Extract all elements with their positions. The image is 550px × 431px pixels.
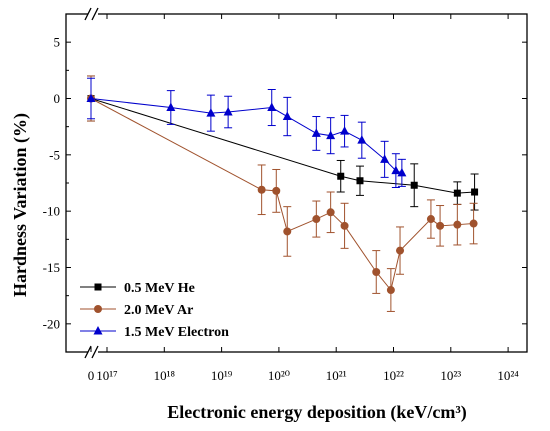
data-point — [282, 111, 292, 121]
data-point — [272, 186, 281, 195]
axis-break-mark — [91, 7, 99, 21]
data-point — [340, 221, 349, 230]
data-point — [312, 215, 321, 224]
axes: 50-5-10-15-200 10¹⁷ 10¹⁸ 10¹⁹ 10²⁰ 10²¹ 10²² 10… — [43, 7, 527, 383]
series-0 — [87, 75, 479, 211]
series-1 — [87, 75, 478, 312]
data-point — [357, 135, 367, 144]
legend-marker — [94, 283, 102, 291]
data-point — [340, 126, 350, 135]
series-2 — [86, 77, 407, 189]
axis-break-gap — [88, 346, 98, 358]
data-point — [337, 172, 345, 180]
plot-area — [65, 13, 528, 353]
data-point — [311, 128, 321, 137]
data-point — [372, 268, 381, 277]
x-tick-label: 10²² — [383, 368, 404, 383]
data-point — [396, 246, 405, 255]
series-layer — [86, 75, 479, 312]
x-tick-label: 10²³ — [440, 368, 461, 383]
data-point — [469, 219, 478, 228]
data-point — [426, 215, 435, 224]
legend-label: 1.5 MeV Electron — [124, 325, 229, 340]
axis-break-gap — [88, 8, 98, 20]
data-point — [453, 220, 462, 229]
legend-marker — [94, 305, 102, 313]
data-point — [410, 181, 418, 189]
legend-marker — [93, 326, 103, 335]
data-point — [380, 154, 390, 163]
x-tick-label-zero: 0 — [88, 368, 95, 383]
plot-frame — [65, 13, 528, 353]
data-point — [86, 93, 96, 102]
x-tick-label: 10¹⁸ — [154, 368, 176, 383]
legend: 0.5 MeV He 2.0 MeV Ar 1.5 MeV Electron — [80, 281, 229, 340]
x-tick-label: 10¹⁹ — [211, 368, 233, 383]
legend-item-2: 1.5 MeV Electron — [80, 325, 229, 340]
data-point — [326, 208, 335, 217]
legend-item-0: 0.5 MeV He — [80, 281, 195, 296]
data-point — [166, 102, 176, 112]
legend-label: 2.0 MeV Ar — [124, 303, 193, 318]
data-point — [453, 189, 461, 197]
series-line — [90, 98, 403, 174]
axis-break-mark — [91, 345, 99, 359]
x-tick-label: 10¹⁷ — [96, 368, 117, 383]
x-axis-title: Electronic energy deposition (keV/cm³) — [167, 402, 467, 423]
data-point — [206, 108, 216, 117]
data-point — [436, 221, 445, 230]
y-tick-label: -5 — [49, 147, 60, 162]
y-tick-label: -20 — [43, 316, 60, 331]
data-point — [386, 286, 395, 295]
x-tick-label: 10²¹ — [326, 368, 347, 383]
y-tick-label: -10 — [43, 204, 60, 219]
legend-item-1: 2.0 MeV Ar — [80, 303, 193, 318]
data-point — [471, 188, 479, 196]
x-tick-label: 10²⁰ — [268, 368, 290, 383]
data-point — [223, 107, 233, 116]
data-point — [326, 130, 336, 140]
y-tick-label: 5 — [54, 35, 61, 50]
x-tick-label: 10²⁴ — [497, 368, 519, 383]
series-line — [90, 98, 474, 292]
data-point — [391, 165, 401, 175]
data-point — [267, 102, 277, 112]
y-tick-label: -15 — [43, 260, 60, 275]
axis-break-mark — [84, 345, 92, 359]
y-axis-title: Hardness Variation (%) — [10, 113, 31, 297]
axis-break-mark — [84, 7, 92, 21]
data-point — [257, 185, 266, 194]
data-point — [356, 177, 364, 185]
y-tick-label: 0 — [54, 91, 61, 106]
legend-label: 0.5 MeV He — [124, 281, 195, 296]
data-point — [283, 227, 292, 236]
data-point — [397, 167, 407, 177]
series-line — [90, 98, 475, 194]
